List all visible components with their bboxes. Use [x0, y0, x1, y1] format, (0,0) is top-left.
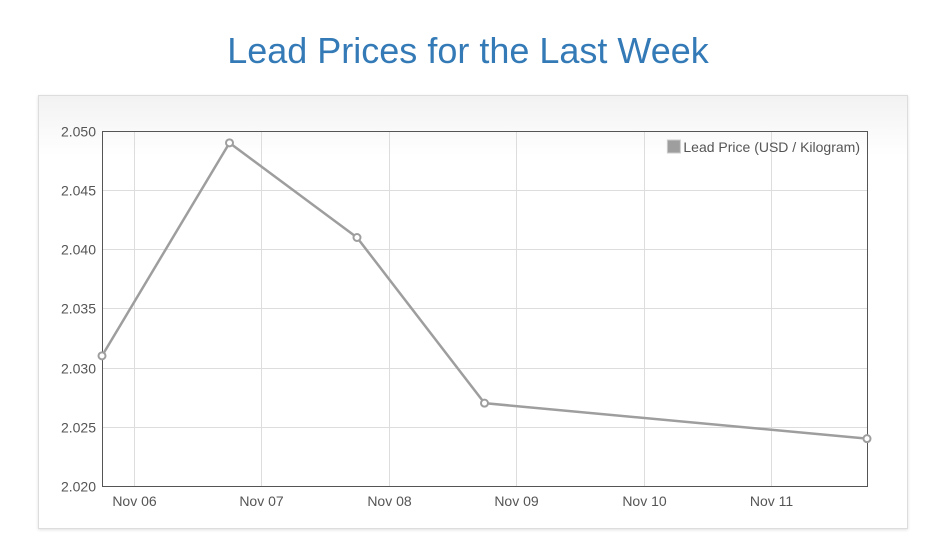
x-tick-label: Nov 06	[112, 493, 157, 509]
legend-label: Lead Price (USD / Kilogram)	[683, 139, 860, 155]
y-tick-label: 2.025	[61, 420, 96, 436]
chart-panel: 2.050 2.045 2.040 2.035 2.030 2.025 2.020 Nov …	[38, 95, 908, 529]
y-tick-label: 2.045	[61, 183, 96, 199]
data-point[interactable]	[352, 233, 362, 242]
legend-swatch	[666, 139, 681, 154]
series-line	[100, 141, 868, 440]
x-tick-label: Nov 07	[239, 493, 284, 509]
y-tick-label: 2.050	[61, 124, 96, 140]
lead-price-chart: 2.050 2.045 2.040 2.035 2.030 2.025 2.020 Nov …	[61, 124, 872, 509]
data-point[interactable]	[862, 434, 872, 444]
grid	[102, 131, 867, 486]
plot-frame	[102, 131, 868, 487]
data-point[interactable]	[480, 398, 489, 408]
x-tick-label: Nov 08	[367, 493, 412, 509]
y-tick-label: 2.020	[61, 479, 96, 495]
y-axis-ticks: 2.050 2.045 2.040 2.035 2.030 2.025 2.020	[61, 124, 96, 495]
data-point[interactable]	[97, 351, 107, 361]
y-tick-label: 2.030	[61, 361, 96, 377]
page-title: Lead Prices for the Last Week	[227, 30, 709, 71]
x-tick-label: Nov 10	[622, 493, 667, 509]
legend: Lead Price (USD / Kilogram)	[666, 139, 860, 155]
x-axis-ticks: Nov 06 Nov 07 Nov 08 Nov 09 Nov 10 Nov 11	[112, 493, 793, 509]
y-tick-label: 2.040	[61, 242, 96, 258]
x-tick-label: Nov 11	[750, 493, 794, 509]
series-layer	[97, 138, 872, 444]
y-tick-label: 2.035	[61, 301, 96, 317]
x-tick-label: Nov 09	[494, 493, 539, 509]
data-point[interactable]	[225, 138, 234, 148]
